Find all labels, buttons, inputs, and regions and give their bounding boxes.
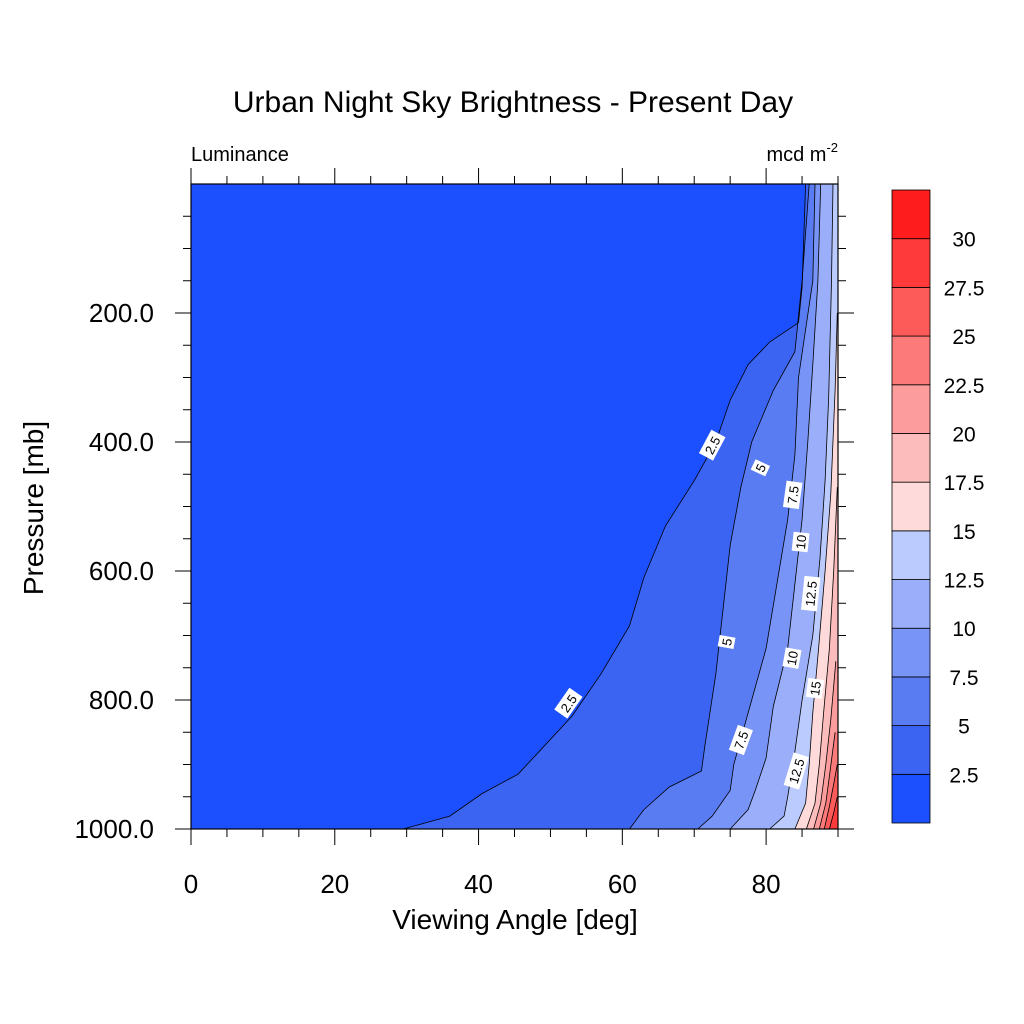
colorbar-swatch (891, 189, 931, 240)
units-label: mcd m-2 (766, 140, 838, 166)
colorbar-label: 25 (952, 326, 975, 349)
chart-title: Urban Night Sky Brightness - Present Day (233, 86, 793, 119)
contour-label: 10 (791, 531, 810, 553)
colorbar-swatch (891, 238, 931, 288)
contour-line-2.5 (402, 183, 806, 830)
contour-label: 5 (750, 459, 771, 477)
colorbar-label: 5 (958, 716, 970, 739)
contour-line-22.5 (818, 732, 836, 830)
contour-label-text: 12.5 (802, 580, 820, 607)
contour-fills (191, 184, 838, 829)
colorbar-swatch (891, 384, 931, 434)
colorbar-swatch (891, 773, 931, 824)
contour-label-text: 15 (807, 680, 824, 696)
colorbar-swatch (891, 481, 931, 532)
contour-label-text: 12.5 (786, 757, 808, 786)
x-tick-label: 40 (464, 869, 493, 899)
x-tick-label: 20 (320, 869, 349, 899)
colorbar-swatch (891, 335, 931, 386)
colorbar-swatch (891, 676, 931, 727)
contour-label-text: 2.5 (702, 434, 724, 457)
contour-line-25 (823, 764, 838, 830)
colorbar-label: 15 (952, 521, 975, 544)
colorbar-label: 7.5 (949, 667, 978, 690)
contour-label: 12.5 (783, 752, 809, 790)
colorbar-label: 20 (952, 423, 975, 446)
colorbar-swatch (891, 530, 931, 580)
y-tick-label: 1000.0 (74, 814, 154, 844)
contour-label: 2.5 (698, 429, 726, 461)
contour-label: 7.5 (728, 724, 753, 756)
x-tick-label: 60 (608, 869, 637, 899)
x-tick-labels: 0 20 40 60 80 (184, 869, 781, 899)
contour-line-5 (629, 183, 810, 830)
contour-lines (402, 183, 838, 830)
colorbar-labels: 2.5 5 7.5 10 12.5 15 17.5 20 22.5 25 27.5 30 (944, 229, 985, 788)
colorbar-swatch (891, 627, 931, 678)
colorbar-swatch (891, 579, 931, 629)
contour-label: 12.5 (800, 575, 821, 612)
axis-ticks (175, 168, 854, 845)
x-axis-label: Viewing Angle [deg] (392, 904, 637, 935)
y-tick-label: 200.0 (89, 298, 154, 328)
y-tick-labels: 200.0 400.0 600.0 800.0 1000.0 (74, 298, 154, 844)
y-tick-label: 800.0 (89, 685, 154, 715)
colorbar-label: 10 (952, 618, 975, 641)
colorbar-label: 12.5 (944, 570, 985, 593)
x-tick-label: 80 (752, 869, 781, 899)
colorbar-swatch (891, 286, 931, 337)
colorbar-label: 2.5 (949, 764, 978, 787)
y-tick-label: 400.0 (89, 427, 154, 457)
contour-label-text: 10 (784, 650, 801, 667)
contour-label: 5 (717, 634, 736, 650)
colorbar-label: 17.5 (944, 472, 985, 495)
contour-label-text: 7.5 (785, 485, 802, 505)
variable-name-label: Luminance (191, 144, 289, 166)
contour-label: 15 (805, 677, 825, 699)
colorbar-swatch (891, 433, 931, 483)
contour-line-27.5 (829, 796, 838, 830)
contour-label: 10 (782, 647, 802, 669)
contour-line-7.5 (697, 183, 816, 830)
contour-line-10 (729, 183, 822, 830)
y-tick-label: 600.0 (89, 556, 154, 586)
colorbar-label: 30 (952, 229, 975, 252)
contour-label-text: 5 (719, 637, 735, 647)
contour-line-15 (794, 312, 838, 830)
contour-label-text: 7.5 (731, 729, 751, 751)
contour-line-12.5 (769, 183, 834, 830)
x-tick-label: 0 (184, 869, 198, 899)
colorbar (891, 189, 931, 824)
contour-label: 7.5 (782, 480, 803, 510)
contour-line-20 (813, 661, 837, 830)
units-exponent: -2 (826, 140, 838, 155)
y-axis-label: Pressure [mb] (18, 421, 49, 595)
contour-line-17.5 (806, 487, 838, 830)
colorbar-swatch (891, 725, 931, 775)
units-base: mcd m (766, 144, 826, 166)
colorbar-label: 22.5 (944, 375, 985, 398)
colorbar-label: 27.5 (944, 277, 985, 300)
contour-label-text: 10 (793, 534, 809, 550)
